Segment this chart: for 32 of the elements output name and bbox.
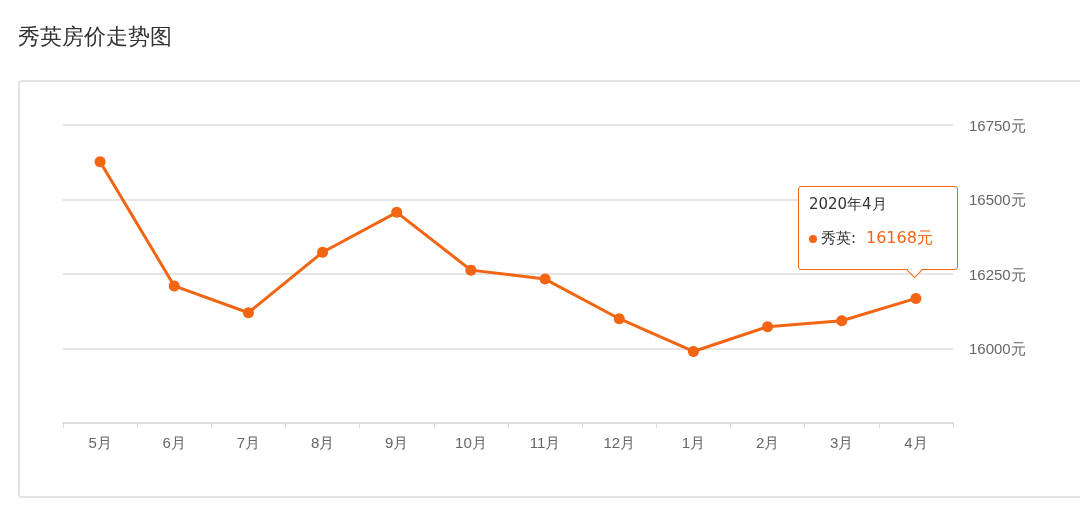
point xyxy=(910,292,922,304)
x-tick-label: 7月 xyxy=(236,434,261,451)
point xyxy=(317,246,329,258)
point xyxy=(94,156,106,168)
x-tick-label: 11月 xyxy=(529,434,561,451)
point xyxy=(836,315,848,327)
x-tick-label: 12月 xyxy=(603,434,636,451)
x-tick-label: 3月 xyxy=(830,434,854,451)
x-tick-label: 9月 xyxy=(385,434,409,451)
x-tick-label: 10月 xyxy=(455,434,487,451)
chart-title: 秀英房价走势图 xyxy=(18,23,172,51)
point xyxy=(391,206,403,218)
y-tick-label: 16500元 xyxy=(969,191,1026,208)
point xyxy=(762,321,774,333)
y-tick-label: 16000元 xyxy=(969,340,1026,357)
point xyxy=(168,280,180,292)
data-label: 16168元 xyxy=(865,228,933,248)
y-tick-label: 16250元 xyxy=(969,265,1026,283)
x-tick-label: 8月 xyxy=(310,434,335,451)
point xyxy=(539,273,551,285)
annotation: 秀英: xyxy=(820,229,856,248)
x-tick-label: 4月 xyxy=(904,434,928,451)
point xyxy=(613,313,625,325)
x-tick-label: 6月 xyxy=(162,434,186,451)
point xyxy=(242,307,254,319)
x-tick-label: 1月 xyxy=(681,434,706,451)
x-tick-label: 2月 xyxy=(755,434,780,451)
point xyxy=(687,345,699,357)
y-tick-label: 16750元 xyxy=(969,116,1026,134)
x-tick-label: 5月 xyxy=(88,434,112,451)
annotation: 2020年4月 xyxy=(808,195,888,215)
point xyxy=(465,264,477,276)
